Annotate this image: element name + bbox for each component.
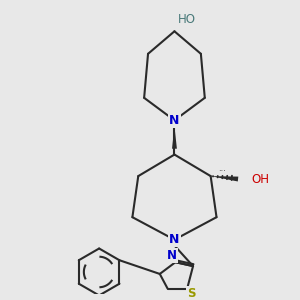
Polygon shape [172,126,177,149]
Polygon shape [211,176,238,182]
Text: S: S [187,287,195,300]
Text: HO: HO [177,13,195,26]
Text: N: N [169,114,180,127]
Text: N: N [167,249,176,262]
Text: ...: ... [218,164,226,173]
Text: OH: OH [252,172,270,185]
Text: N: N [169,233,180,246]
